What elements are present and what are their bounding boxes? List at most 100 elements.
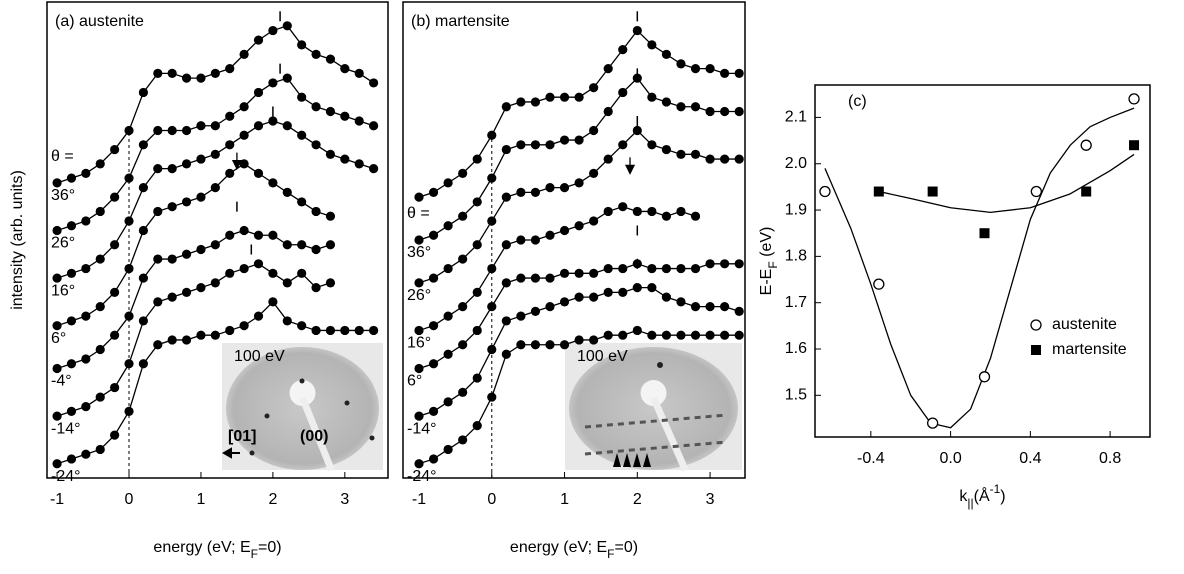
y-tick-label: 2.1	[785, 109, 807, 126]
inset-spot	[657, 362, 663, 368]
spectrum-point	[66, 268, 77, 278]
spectrum-point	[138, 316, 149, 326]
spectrum-point	[95, 254, 105, 264]
spectrum-point	[268, 230, 278, 240]
spectrum-point	[297, 130, 307, 140]
spectrum-point	[138, 140, 149, 150]
x-axis-label-part: )	[1000, 488, 1005, 505]
square-marker	[927, 186, 938, 197]
spectrum-point	[487, 173, 497, 183]
spectrum-point	[530, 235, 541, 245]
spectrum-point	[311, 49, 321, 59]
spectrum-point	[196, 121, 206, 131]
angle-label: 26°	[51, 235, 75, 252]
spectrum-point	[559, 183, 570, 193]
spectrum-point	[603, 106, 613, 117]
spectrum-point	[210, 278, 220, 288]
y-tick-label: 1.7	[785, 294, 807, 311]
spectrum-point	[239, 321, 249, 331]
inset-label: 100 eV	[577, 348, 628, 365]
spectrum-point	[110, 382, 120, 393]
spectrum-point	[676, 59, 686, 69]
plot-frame	[402, 1, 746, 479]
spectrum-point	[545, 340, 555, 350]
circle-marker	[1128, 93, 1140, 105]
fit-curve	[878, 153, 1135, 214]
spectrum-point	[181, 335, 192, 345]
spectrum-point	[676, 102, 686, 112]
spectrum-point	[210, 240, 220, 250]
spectrum-point	[487, 392, 497, 402]
spectrum-point	[632, 206, 642, 217]
x-tick-label: 2	[268, 491, 277, 508]
spectrum-point	[530, 187, 541, 197]
spectrum-point	[354, 159, 364, 169]
spectrum-point	[325, 54, 336, 64]
spectrum-point	[253, 230, 264, 240]
angle-label: 36°	[407, 244, 431, 261]
inset-spot	[369, 435, 375, 441]
x-tick-label: 0	[487, 491, 496, 508]
spectrum-point	[153, 297, 163, 307]
spectrum-point	[297, 268, 307, 278]
spectrum-point	[196, 73, 206, 83]
x-tick-label: 2	[633, 491, 642, 508]
spectrum-point	[458, 387, 468, 397]
y-tick-label: 1.6	[785, 340, 807, 357]
inset-spot	[249, 450, 255, 456]
spectrum-point	[661, 144, 672, 155]
spectrum-point	[282, 121, 292, 131]
spectrum-point	[705, 330, 715, 340]
spectrum-point	[124, 173, 134, 183]
spectrum-point	[458, 340, 468, 350]
spectrum-point	[720, 302, 730, 312]
spectrum-point	[501, 316, 511, 326]
spectrum-point	[110, 287, 120, 297]
spectrum-point	[81, 263, 91, 274]
spectrum-point	[443, 444, 453, 455]
inset-spot	[299, 378, 305, 384]
plot-frame	[814, 84, 1151, 438]
x-tick-label: -1	[412, 491, 426, 508]
spectrum-point	[167, 335, 177, 345]
inset-arrow	[633, 453, 641, 467]
spectrum-point	[530, 273, 541, 283]
spectrum-point	[181, 197, 192, 207]
peak-arrow	[624, 157, 636, 175]
angle-label: -4°	[51, 373, 72, 390]
spectrum-point	[52, 178, 62, 188]
plot-frame	[46, 1, 389, 479]
x-axis-label-part: -1	[990, 482, 1001, 496]
square-marker	[1129, 140, 1140, 151]
spectrum-point	[501, 278, 511, 288]
spectrum-point	[340, 64, 350, 74]
spectrum-point	[603, 330, 613, 340]
spectrum-point	[210, 68, 220, 78]
spectrum-point	[559, 268, 570, 278]
spectrum-point	[311, 206, 321, 217]
spectrum-point	[253, 35, 264, 45]
x-axis-label-part: (Å	[974, 486, 990, 505]
spectrum-point	[369, 121, 379, 131]
inset-screen-holder	[289, 380, 316, 406]
spectrum-point	[501, 192, 511, 202]
spectrum-point	[574, 92, 584, 102]
spectrum-point	[487, 263, 497, 274]
spectrum-point	[181, 73, 192, 83]
spectrum-point	[210, 330, 220, 340]
spectrum-point	[210, 183, 220, 193]
spectrum-point	[545, 302, 555, 312]
spectrum-point	[589, 268, 599, 278]
spectrum-point	[574, 178, 584, 188]
spectrum-point	[676, 330, 686, 340]
spectrum-point	[428, 359, 439, 369]
spectrum-point	[414, 278, 424, 288]
legend-label: austenite	[1052, 316, 1117, 333]
x-tick-label: -0.4	[857, 450, 885, 467]
spectrum-point	[690, 211, 701, 221]
inset-pattern	[226, 347, 379, 470]
angle-label: -14°	[51, 420, 81, 437]
spectrum-point	[268, 297, 278, 307]
y-axis-label: E-EF (eV)	[758, 227, 780, 296]
spectrum-point	[559, 135, 570, 145]
